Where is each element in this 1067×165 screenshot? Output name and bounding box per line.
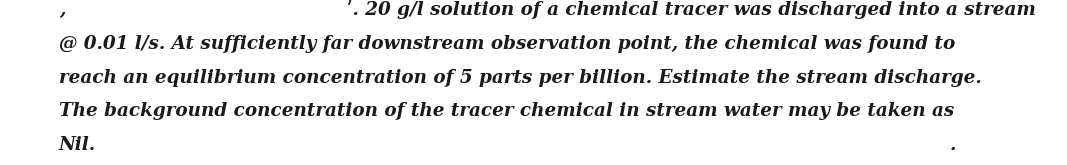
Text: The background concentration of the tracer chemical in stream water may be taken: The background concentration of the trac…	[59, 102, 954, 120]
Text: Nil.: Nil.	[59, 136, 96, 154]
Text: ,: ,	[59, 1, 65, 19]
Text: @ 0.01 l/s. At sufficiently far downstream observation point, the chemical was f: @ 0.01 l/s. At sufficiently far downstre…	[59, 35, 955, 53]
Text: reach an equilibrium concentration of 5 parts per billion. Estimate the stream d: reach an equilibrium concentration of 5 …	[59, 69, 982, 87]
Text: ʹ. 20 g/l solution of a chemical tracer was discharged into a stream: ʹ. 20 g/l solution of a chemical tracer …	[347, 0, 1036, 19]
Text: .: .	[950, 136, 956, 154]
